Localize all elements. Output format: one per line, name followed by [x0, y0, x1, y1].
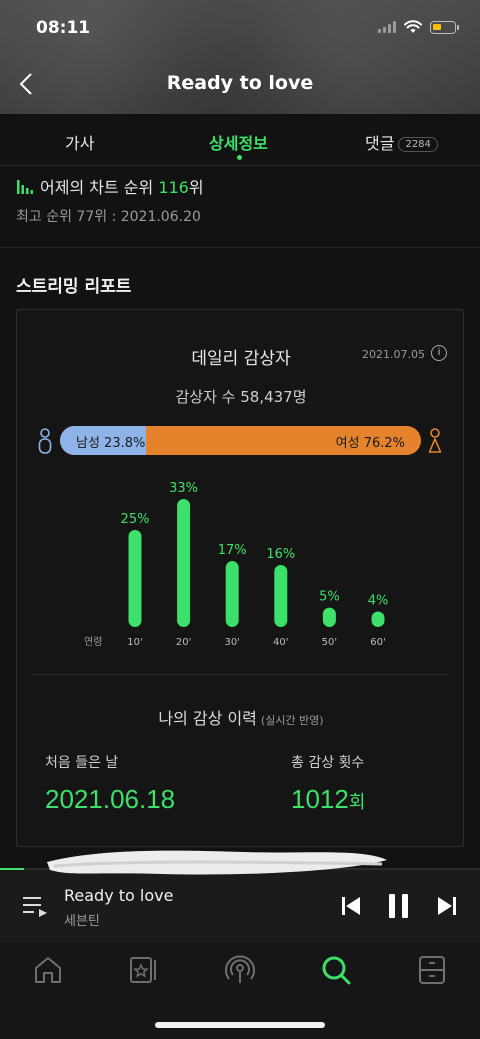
male-icon [38, 428, 52, 454]
age-category-label-3: 40' [273, 637, 288, 648]
redaction-scribble [47, 850, 387, 875]
age-value-label-1: 33% [169, 481, 198, 496]
age-bar-5 [371, 611, 385, 627]
age-bar-0 [128, 530, 142, 627]
status-time: 08:11 [36, 18, 91, 38]
chart-rank: 어제의 차트 순위 116위 [16, 174, 204, 198]
now-playing-title: Ready to love [64, 886, 174, 905]
tab-lyrics[interactable]: 가사 [65, 134, 95, 153]
female-ratio-label: 여성 76.2% [335, 436, 405, 451]
previous-button[interactable] [339, 894, 363, 918]
next-button[interactable] [435, 894, 459, 918]
age-distribution-chart: 25% 10' 33% 20' 17% 30' 16% 40' 5% 50' 4% 60' [121, 481, 389, 648]
age-axis-label: 연령 [84, 637, 103, 648]
listener-count: 감상자 수 58,437명 [175, 388, 307, 406]
age-category-label-0: 10' [127, 637, 142, 648]
male-ratio-label: 남성 23.8% [76, 436, 146, 451]
back-button[interactable] [14, 70, 42, 98]
pause-button[interactable] [386, 892, 412, 920]
age-category-label-2: 30' [224, 637, 239, 648]
streaming-report-title: 스트리밍 리포트 [16, 277, 132, 297]
age-value-label-3: 16% [266, 547, 295, 562]
daily-listeners-title: 데일리 감상자 [191, 349, 291, 369]
chart-bars-icon [17, 180, 33, 194]
total-plays-number: 1012 [291, 784, 349, 814]
comment-count-badge: 2284 [398, 137, 438, 152]
total-plays-unit: 회 [348, 792, 366, 812]
age-value-label-2: 17% [218, 543, 247, 558]
detail-tabs: 가사 상세정보 댓글 2284 [0, 114, 480, 166]
library-icon[interactable] [128, 954, 160, 986]
report-date: 2021.07.05 [362, 348, 425, 361]
streaming-report-card: 데일리 감상자 2021.07.05 i 감상자 수 58,437명 남성 23… [16, 309, 464, 847]
signal-icon [378, 21, 396, 33]
home-icon[interactable] [32, 954, 64, 986]
realtime-note: (실시간 반영) [260, 714, 324, 727]
wifi-icon [404, 20, 422, 33]
header: 08:11 Ready to love [0, 0, 480, 114]
podcast-icon[interactable] [224, 954, 256, 986]
age-value-label-5: 4% [368, 593, 389, 608]
age-bar-1 [177, 499, 191, 627]
age-category-label-4: 50' [322, 637, 337, 648]
now-playing-artist: 세븐틴 [64, 914, 100, 929]
rank-prefix: 어제의 차트 순위 [40, 178, 159, 197]
page-title: Ready to love [166, 72, 314, 94]
playback-progress-fill [0, 868, 24, 870]
album-art-background [0, 0, 480, 114]
my-history-title: 나의 감상 이력 (실시간 반영) [17, 705, 465, 729]
best-rank: 최고 순위 77위 : 2021.06.20 [16, 209, 201, 225]
divider [0, 247, 480, 248]
tab-comments-label: 댓글 [365, 134, 395, 153]
divider [33, 674, 449, 675]
battery-icon [430, 20, 459, 34]
mini-player[interactable]: Ready to love 세븐틴 [0, 870, 480, 942]
status-icons [378, 20, 459, 34]
search-icon[interactable] [320, 954, 352, 986]
rank-suffix: 위 [188, 178, 204, 197]
age-category-label-1: 20' [176, 637, 191, 648]
total-plays-value: 1012회 [291, 784, 365, 815]
total-plays-label: 총 감상 횟수 [291, 755, 365, 771]
age-value-label-4: 5% [319, 590, 340, 605]
playlist-icon[interactable] [22, 894, 48, 918]
home-indicator [155, 1022, 325, 1028]
gender-ratio-bar: 남성 23.8% 여성 76.2% [60, 426, 421, 455]
info-icon[interactable]: i [431, 345, 447, 361]
age-bar-4 [322, 607, 336, 627]
active-tab-indicator [237, 155, 242, 160]
my-history-title-text: 나의 감상 이력 [158, 709, 257, 728]
female-icon [428, 428, 442, 453]
age-bar-2 [225, 561, 239, 627]
first-listened-label: 처음 들은 날 [45, 755, 119, 771]
male-ratio-fill [60, 426, 146, 455]
age-category-label-5: 60' [370, 637, 385, 648]
age-value-label-0: 25% [121, 512, 150, 527]
first-listened-value: 2021.06.18 [45, 784, 176, 814]
rank-value: 116 [158, 178, 189, 197]
storage-icon[interactable] [416, 954, 448, 986]
tab-details[interactable]: 상세정보 [209, 134, 268, 153]
age-bar-3 [274, 564, 288, 627]
tab-comments[interactable]: 댓글 2284 [365, 130, 438, 154]
